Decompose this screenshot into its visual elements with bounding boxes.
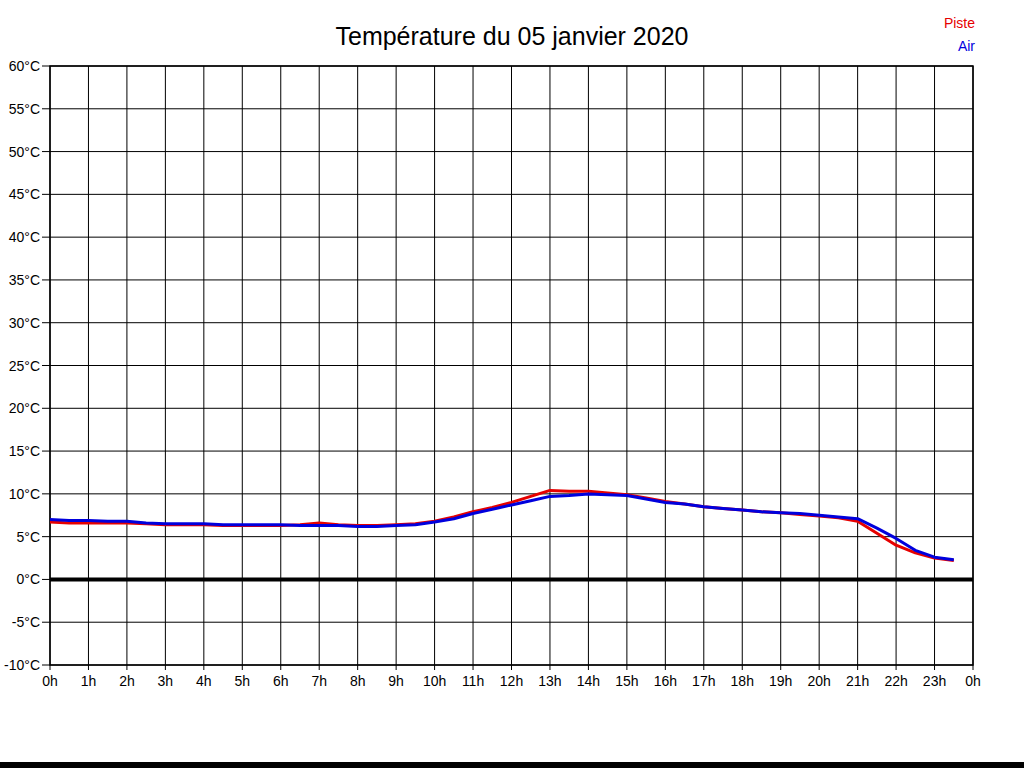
x-tick-label: 1h	[81, 673, 97, 689]
temperature-page: Température du 05 janvier 2020 Piste Air…	[0, 0, 1024, 768]
y-tick-label: -5°C	[12, 614, 40, 630]
x-tick-label: 6h	[273, 673, 289, 689]
x-tick-label: 17h	[692, 673, 715, 689]
x-tick-label: 12h	[500, 673, 523, 689]
x-tick-label: 21h	[846, 673, 869, 689]
x-tick-label: 3h	[158, 673, 174, 689]
y-tick-label: 20°C	[9, 400, 40, 416]
y-tick-label: 35°C	[9, 272, 40, 288]
x-tick-label: 11h	[462, 673, 484, 689]
x-tick-label: 13h	[538, 673, 561, 689]
x-tick-label: 8h	[350, 673, 366, 689]
x-tick-label: 20h	[807, 673, 830, 689]
x-tick-label: 15h	[615, 673, 638, 689]
x-tick-label: 14h	[577, 673, 600, 689]
x-tick-label: 5h	[235, 673, 251, 689]
x-tick-label: 2h	[119, 673, 135, 689]
y-tick-label: 60°C	[9, 58, 40, 74]
x-tick-label: 16h	[654, 673, 677, 689]
y-tick-label: 45°C	[9, 186, 40, 202]
y-tick-label: 5°C	[17, 529, 41, 545]
y-tick-label: 55°C	[9, 101, 40, 117]
y-tick-label: 0°C	[17, 571, 41, 587]
x-tick-label: 0h	[42, 673, 58, 689]
x-tick-label: 22h	[884, 673, 907, 689]
x-tick-label: 7h	[311, 673, 327, 689]
x-tick-label: 4h	[196, 673, 212, 689]
x-tick-label: 19h	[769, 673, 792, 689]
series-piste	[50, 490, 954, 560]
x-tick-label: 10h	[423, 673, 446, 689]
y-tick-label: 50°C	[9, 144, 40, 160]
y-tick-label: 30°C	[9, 315, 40, 331]
y-tick-label: 40°C	[9, 229, 40, 245]
y-tick-label: 25°C	[9, 358, 40, 374]
x-tick-label: 23h	[923, 673, 946, 689]
y-tick-label: 10°C	[9, 486, 40, 502]
footer-bar	[0, 762, 1024, 768]
x-tick-label: 0h	[965, 673, 981, 689]
y-tick-label: 15°C	[9, 443, 40, 459]
y-tick-label: -10°C	[4, 657, 40, 673]
temperature-chart: 60°C 55°C 50°C 45°C 40°C 35°C 30°C 25°C 20°C 15°C…	[0, 0, 1024, 760]
x-tick-label: 18h	[731, 673, 754, 689]
x-tick-label: 9h	[388, 673, 404, 689]
